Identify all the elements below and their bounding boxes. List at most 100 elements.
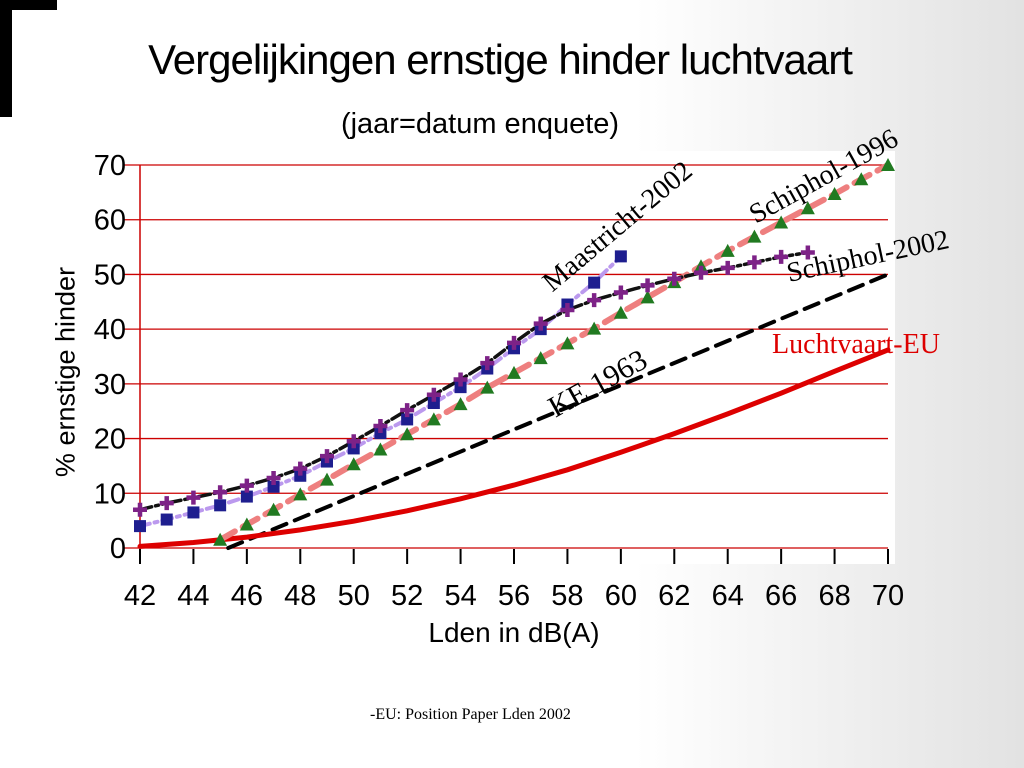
series-marker-square-50 <box>347 442 360 455</box>
series-marker-triangle-56 <box>507 365 521 379</box>
x-tick-label-64: 64 <box>712 580 744 612</box>
series-marker-plus-55 <box>480 356 495 371</box>
x-tick-label-46: 46 <box>231 580 263 612</box>
series-label-luchtvaart-eu: Luchtvaart-EU <box>772 329 940 360</box>
y-tick-label-10: 10 <box>94 478 126 510</box>
x-tick-label-48: 48 <box>284 580 316 612</box>
series-line-ke-1963 <box>226 272 890 550</box>
series-marker-plus-58 <box>560 302 575 317</box>
x-tick-label-70: 70 <box>872 580 904 612</box>
series-marker-plus-64 <box>720 260 735 275</box>
series-marker-square-43 <box>160 513 173 526</box>
series-marker-square-60 <box>614 250 627 263</box>
series-marker-triangle-52 <box>400 427 415 441</box>
series-marker-triangle-59 <box>587 321 602 335</box>
series-marker-triangle-67 <box>800 201 815 215</box>
y-axis-title: % ernstige hinder <box>50 266 81 478</box>
y-tick-label-70: 70 <box>94 150 126 182</box>
series-marker-triangle-51 <box>373 442 388 456</box>
series-marker-plus-54 <box>453 372 468 387</box>
x-tick-label-54: 54 <box>444 580 476 612</box>
series-marker-square-51 <box>374 427 387 440</box>
series-marker-triangle-65 <box>747 229 762 243</box>
series-marker-square-42 <box>134 520 146 533</box>
page-title: Vergelijkingen ernstige hinder luchtvaar… <box>148 36 853 83</box>
series-marker-plus-47 <box>266 470 281 485</box>
series-marker-plus-43 <box>159 496 174 511</box>
x-tick-label-58: 58 <box>551 580 583 612</box>
series-marker-square-52 <box>401 413 414 426</box>
series-marker-triangle-48 <box>293 487 308 501</box>
series-marker-plus-42 <box>133 502 147 517</box>
series-marker-plus-52 <box>400 403 415 418</box>
source-notes: -EU: Position Paper Lden 2002 -Maastrich… <box>370 660 915 768</box>
page-subtitle: (jaar=datum enquete) <box>340 108 620 140</box>
series-marker-plus-60 <box>613 285 628 300</box>
series-marker-triangle-46 <box>239 517 254 531</box>
series-marker-plus-66 <box>774 249 789 264</box>
series-marker-triangle-66 <box>774 215 789 229</box>
series-marker-triangle-57 <box>533 351 548 365</box>
series-marker-triangle-55 <box>480 380 495 394</box>
series-marker-square-47 <box>267 480 280 493</box>
series-marker-square-44 <box>187 506 200 519</box>
series-marker-triangle-50 <box>346 457 361 471</box>
series-marker-plus-46 <box>239 478 254 493</box>
series-marker-square-53 <box>427 397 440 410</box>
x-tick-label-60: 60 <box>605 580 637 612</box>
series-line-luchtvaart-eu <box>137 347 891 549</box>
series-marker-triangle-64 <box>720 243 735 257</box>
series-marker-triangle-63 <box>694 259 708 273</box>
series-marker-plus-62 <box>667 271 682 286</box>
x-axis-title: Lden in dB(A) <box>428 617 600 648</box>
series-marker-triangle-61 <box>640 290 655 304</box>
series-marker-plus-44 <box>186 490 201 505</box>
series-marker-triangle-69 <box>854 172 869 186</box>
x-tick-label-50: 50 <box>338 580 370 612</box>
y-tick-label-40: 40 <box>94 314 126 346</box>
window-edge-left <box>0 0 12 117</box>
x-tick-label-52: 52 <box>391 580 423 612</box>
series-marker-plus-50 <box>346 434 361 449</box>
series-marker-plus-63 <box>694 265 708 280</box>
series-marker-triangle-53 <box>426 412 441 426</box>
series-marker-triangle-60 <box>613 305 628 319</box>
series-marker-triangle-54 <box>453 397 468 411</box>
y-tick-label-60: 60 <box>94 205 126 237</box>
series-marker-triangle-58 <box>560 336 575 350</box>
y-tick-label-30: 30 <box>94 369 126 401</box>
series-marker-plus-45 <box>213 485 228 500</box>
series-marker-triangle-47 <box>266 502 281 516</box>
x-tick-label-56: 56 <box>498 580 530 612</box>
source-note-eu: -EU: Position Paper Lden 2002 <box>370 706 571 723</box>
y-tick-label-20: 20 <box>94 424 126 456</box>
series-marker-square-54 <box>454 381 467 394</box>
series-marker-triangle-68 <box>827 186 842 200</box>
series-marker-square-46 <box>240 490 253 503</box>
x-tick-label-68: 68 <box>818 580 850 612</box>
series-marker-plus-57 <box>533 316 548 331</box>
series-marker-plus-56 <box>507 335 521 350</box>
series-marker-triangle-70 <box>881 158 895 171</box>
y-tick-label-50: 50 <box>94 259 126 291</box>
series-marker-triangle-45 <box>213 532 228 546</box>
x-tick-label-44: 44 <box>177 580 209 612</box>
series-marker-square-45 <box>214 499 227 512</box>
series-marker-plus-61 <box>640 278 655 293</box>
window-edge-top <box>0 0 57 10</box>
series-marker-square-59 <box>588 276 601 289</box>
series-marker-plus-51 <box>373 418 388 433</box>
series-marker-square-48 <box>294 469 307 482</box>
series-marker-plus-49 <box>320 449 334 464</box>
y-tick-label-0: 0 <box>110 533 126 565</box>
series-marker-plus-53 <box>426 387 441 402</box>
x-tick-label-62: 62 <box>658 580 690 612</box>
series-marker-plus-48 <box>293 461 308 476</box>
series-marker-triangle-49 <box>320 472 334 486</box>
series-marker-plus-65 <box>747 255 762 270</box>
series-marker-plus-67 <box>800 245 815 260</box>
x-tick-label-42: 42 <box>124 580 156 612</box>
series-marker-plus-59 <box>587 293 602 308</box>
